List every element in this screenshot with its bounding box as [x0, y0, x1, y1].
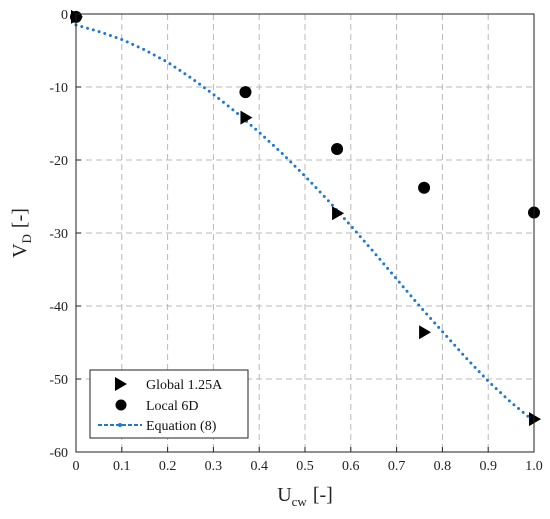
x-axis-label: Ucw [-]	[277, 484, 333, 509]
y-tick-label: -30	[49, 227, 68, 242]
local-6d-point	[239, 86, 252, 99]
x-tick-label: 0.4	[250, 459, 268, 474]
legend-marker-dot	[118, 423, 122, 427]
y-axis-label-main: V	[9, 243, 31, 258]
y-tick-label: -40	[49, 300, 68, 315]
y-axis-label-sub: D	[19, 234, 34, 243]
y-axis-label: VD [-]	[9, 208, 34, 258]
x-tick-label: 0.8	[434, 459, 452, 474]
legend-label-local: Local 6D	[146, 399, 198, 414]
legend-label-global: Global 1.25A	[146, 378, 223, 393]
x-tick-label: 0.6	[342, 459, 360, 474]
x-tick-label: 0.1	[113, 459, 131, 474]
legend-item-local: Local 6D	[115, 399, 198, 414]
local-6d-point	[331, 143, 344, 156]
grid	[76, 14, 534, 452]
global-125a-point	[71, 9, 83, 24]
legend-item-equation: Equation (8)	[98, 419, 217, 434]
x-tick-label: 0.3	[205, 459, 223, 474]
y-tick-label: -60	[49, 446, 68, 461]
legend-label-equation: Equation (8)	[146, 419, 217, 434]
x-axis-label-unit: [-]	[313, 484, 333, 506]
x-tick-label: 0	[73, 459, 80, 474]
x-tick-label: 0.5	[296, 459, 314, 474]
y-axis-ticks: 0 -10 -20 -30 -40 -50 -60	[49, 8, 81, 461]
x-tick-label: 1.0	[525, 459, 543, 474]
y-tick-label: -10	[49, 81, 68, 96]
global-125a-point	[240, 110, 253, 125]
x-axis-label-sub: cw	[292, 494, 308, 509]
global-125a-point	[332, 206, 345, 221]
y-axis-label-unit: [-]	[9, 208, 31, 228]
legend: Global 1.25A Local 6D Equation (8)	[89, 369, 249, 439]
x-tick-label: 0.7	[388, 459, 406, 474]
y-tick-label: -20	[49, 154, 68, 169]
global-125a-point	[529, 412, 541, 427]
global-125a-point	[419, 325, 432, 340]
y-tick-label: -50	[49, 373, 68, 388]
x-axis-ticks: 0 0.1 0.2 0.3 0.4 0.5 0.6 0.7 0.8 0.9 1.0	[73, 447, 543, 474]
legend-item-global: Global 1.25A	[115, 377, 223, 393]
legend-items: Global 1.25A Local 6D Equation (8)	[98, 377, 223, 434]
legend-marker-circle	[115, 399, 127, 411]
x-tick-label: 0.2	[159, 459, 177, 474]
x-axis-label-main: U	[277, 484, 292, 506]
x-tick-label: 0.9	[479, 459, 497, 474]
local-6d-point	[418, 181, 431, 194]
y-tick-label: 0	[61, 8, 68, 23]
legend-marker-triangle	[115, 377, 127, 391]
